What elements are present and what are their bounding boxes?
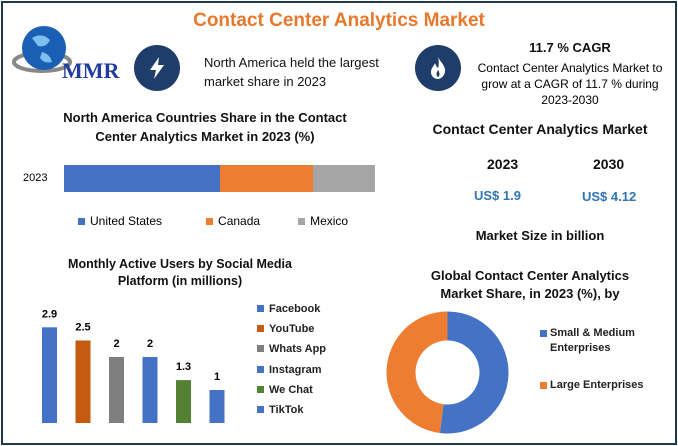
legend-item: TikTok bbox=[257, 404, 326, 424]
legend-swatch bbox=[257, 385, 264, 393]
cagr-heading: 11.7 % CAGR bbox=[529, 40, 611, 55]
donut-slice-large bbox=[386, 311, 448, 434]
logo-text: MMR bbox=[62, 58, 120, 83]
legend-label: TikTok bbox=[269, 403, 304, 416]
legend-swatch bbox=[257, 405, 264, 413]
legend-item: Whats App bbox=[257, 343, 326, 363]
bar-facebook bbox=[42, 327, 57, 423]
legend-label: Mexico bbox=[310, 214, 349, 228]
legend-swatch bbox=[257, 325, 264, 333]
bar-we-chat bbox=[176, 380, 191, 423]
market-size-caption: Market Size in billion bbox=[475, 228, 605, 243]
legend-item: Mexico bbox=[298, 214, 348, 228]
value-2023: US$ 1.9 bbox=[474, 188, 521, 203]
legend-item: Small & Medium Enterprises bbox=[540, 326, 650, 356]
legend-label: Instagram bbox=[269, 363, 322, 376]
legend-item: YouTube bbox=[257, 323, 326, 343]
year-2030: 2030 bbox=[593, 156, 625, 172]
legend-item: Large Enterprises bbox=[540, 378, 650, 393]
bar-data-label: 2.5 bbox=[75, 322, 90, 334]
legend-swatch bbox=[257, 305, 264, 312]
donut-slice-small-medium bbox=[439, 311, 509, 434]
legend-label: We Chat bbox=[269, 383, 313, 396]
bar-data-label: 2 bbox=[147, 338, 153, 350]
stacked-segment-canada bbox=[219, 165, 313, 192]
legend-swatch bbox=[257, 365, 264, 373]
bar-legend: Facebook YouTube Whats App Instagram We Chat… bbox=[257, 303, 326, 424]
legend-item: Facebook bbox=[257, 303, 326, 323]
legend-label: United States bbox=[90, 214, 163, 228]
legend-label: Small & Medium Enterprises bbox=[550, 327, 635, 354]
bar-youtube bbox=[75, 340, 91, 423]
page-title: Contact Center Analytics Market bbox=[193, 10, 485, 31]
bar-data-label: 2.9 bbox=[42, 308, 57, 320]
donut-title: Global Contact Center Analytics Market S… bbox=[430, 268, 630, 301]
legend-label: Facebook bbox=[269, 303, 321, 315]
stacked-chart-title: North America Countries Share in the Con… bbox=[63, 110, 347, 144]
stacked-segment-mexico bbox=[312, 165, 375, 192]
stacked-legend: United States Canada Mexico bbox=[78, 214, 348, 228]
legend-swatch bbox=[540, 382, 547, 389]
legend-label: Large Enterprises bbox=[550, 379, 644, 391]
lightning-icon bbox=[134, 45, 180, 91]
value-2030: US$ 4.12 bbox=[582, 189, 637, 204]
stacked-segment-united-states bbox=[64, 165, 220, 192]
legend-label: YouTube bbox=[269, 323, 315, 336]
stacked-category-label: 2023 bbox=[23, 172, 48, 184]
legend-swatch bbox=[257, 345, 264, 353]
market-size-title: Contact Center Analytics Market bbox=[432, 121, 648, 137]
bar-chart: 2.9 2.5 2 2 1.3 1 bbox=[42, 308, 225, 423]
bar-whats-app bbox=[109, 357, 124, 423]
cagr-text: Contact Center Analytics Market to grow … bbox=[477, 61, 663, 107]
bar-data-label: 2 bbox=[113, 338, 119, 350]
highlight-text: North America held the largest market sh… bbox=[204, 55, 379, 89]
donut-legend: Small & Medium Enterprises Large Enterpri… bbox=[540, 326, 650, 393]
stacked-bar bbox=[64, 165, 375, 192]
year-2023: 2023 bbox=[487, 156, 519, 172]
legend-item: Instagram bbox=[257, 364, 326, 384]
bar-data-label: 1 bbox=[214, 371, 220, 383]
bar-tiktok bbox=[209, 390, 225, 423]
legend-label: Whats App bbox=[269, 343, 327, 356]
bar-data-label: 1.3 bbox=[176, 361, 191, 373]
bar-chart-title: Monthly Active Users by Social Media Pla… bbox=[68, 257, 292, 288]
bar-instagram bbox=[142, 357, 158, 423]
flame-icon bbox=[415, 45, 461, 91]
mmr-logo: MMR bbox=[12, 18, 122, 88]
legend-label: Canada bbox=[218, 214, 261, 228]
legend-swatch bbox=[540, 330, 547, 337]
legend-item: Canada bbox=[206, 214, 260, 228]
legend-item: We Chat bbox=[257, 384, 326, 404]
legend-item: United States bbox=[78, 214, 162, 228]
donut-chart bbox=[386, 311, 509, 434]
